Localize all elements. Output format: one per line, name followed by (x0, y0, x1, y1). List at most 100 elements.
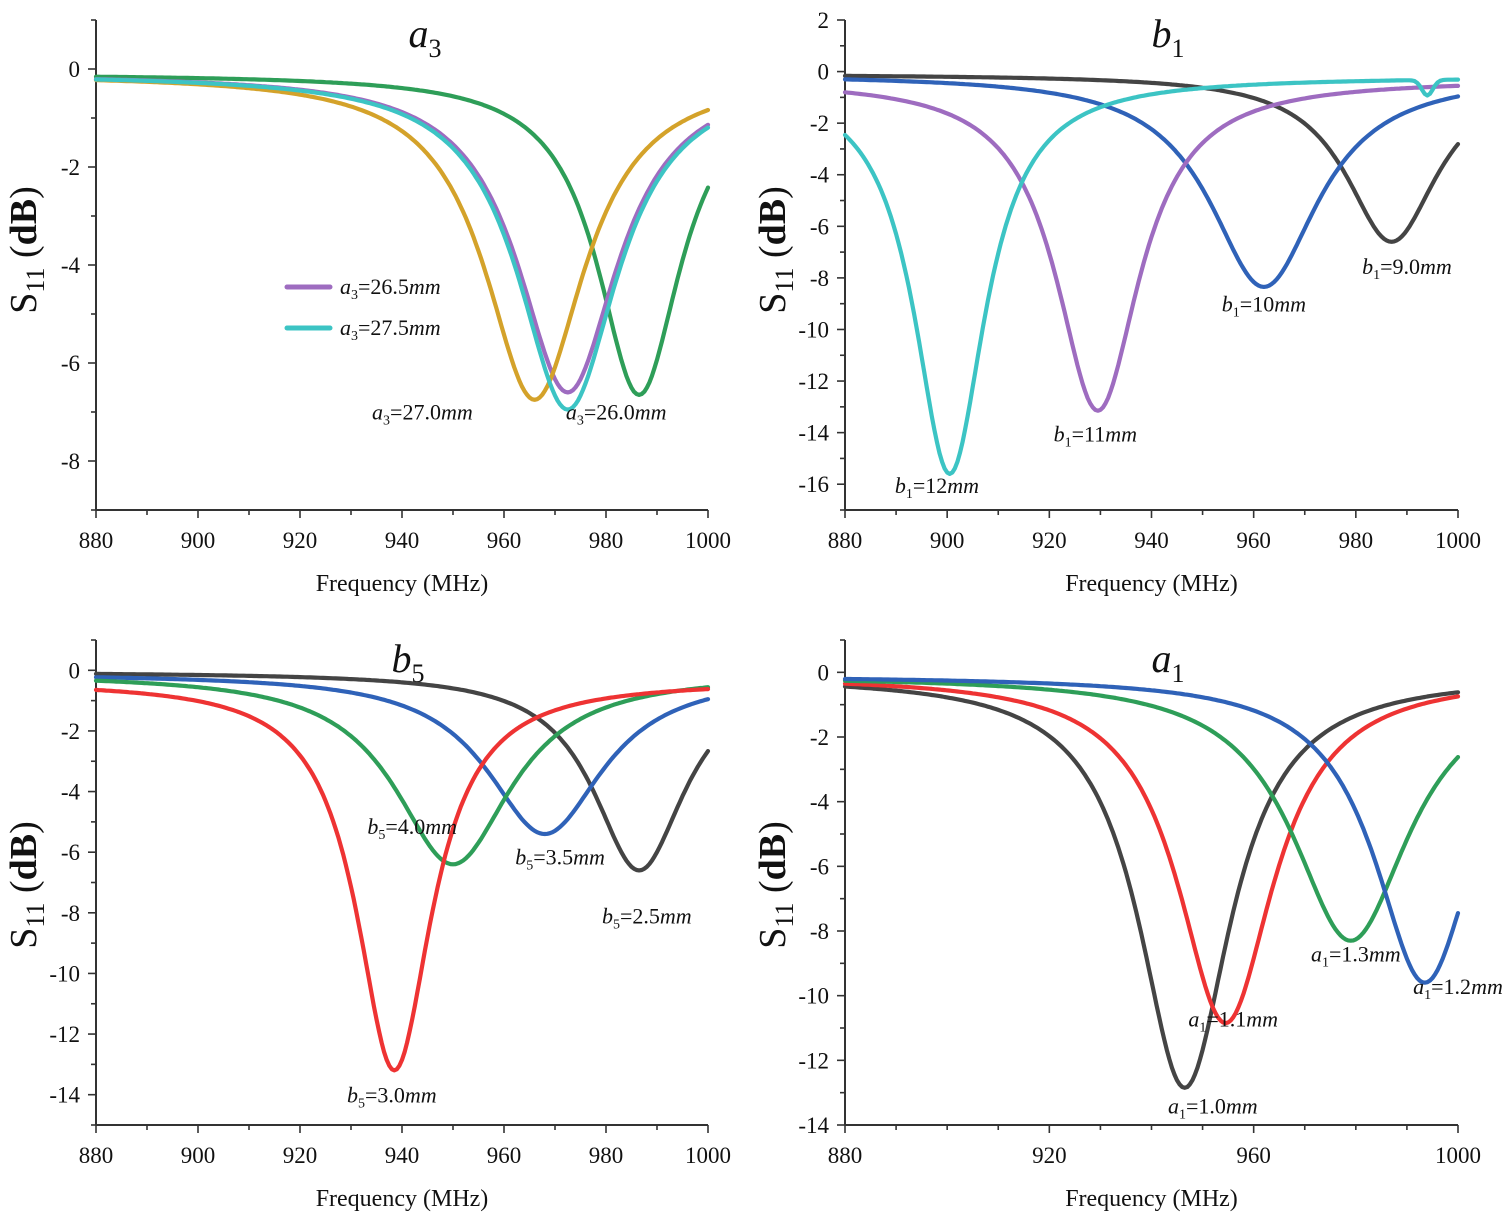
series-line-b5=4.0mm (93, 678, 711, 867)
series-line-a3=27.0mm (93, 78, 711, 402)
curve-annotation: b1=9.0mm (1362, 254, 1452, 283)
y-tick-label: -6 (810, 214, 829, 239)
x-tick-label: 900 (930, 528, 965, 553)
y-tick-label: -2 (61, 155, 80, 180)
x-tick-label: 960 (487, 1143, 522, 1168)
y-axis-label: S11 (dB) (752, 186, 799, 313)
y-tick-label: -6 (810, 854, 829, 879)
curve-annotation: b1=10mm (1222, 291, 1306, 320)
x-tick-label: 880 (828, 1143, 863, 1168)
series-line-b5=3.5mm (93, 675, 711, 837)
series-line-b1=11mm (842, 83, 1461, 413)
x-tick-label: 1000 (685, 528, 731, 553)
series-line-b1=10mm (842, 77, 1461, 289)
y-tick-label: -12 (798, 1048, 829, 1073)
series-line-b5=2.5mm (93, 671, 711, 873)
legend-label: a3=26.5mm (340, 274, 441, 303)
x-tick-label: 920 (1032, 1143, 1067, 1168)
x-tick-label: 1000 (685, 1143, 731, 1168)
series-line-b1=12mm (842, 77, 1461, 476)
y-tick-label: -2 (61, 719, 80, 744)
y-tick-label: 0 (818, 660, 830, 685)
x-tick-label: 940 (385, 1143, 420, 1168)
y-tick-label: -6 (61, 840, 80, 865)
y-tick-label: -8 (810, 919, 829, 944)
series-line-a1=1.1mm (842, 681, 1461, 1026)
curve-annotation: a1=1.2mm (1413, 974, 1503, 1003)
y-tick-label: -8 (61, 449, 80, 474)
chart-panel-a1: 880 920 960 1000 0 -2 -4 -6 -8 -10 -12 -14 Frequency… (752, 636, 1503, 1212)
series-line-a1=1.3mm (842, 678, 1461, 943)
y-tick-label: -10 (798, 317, 829, 342)
x-tick-label: 980 (1339, 528, 1374, 553)
x-tick-label: 920 (1032, 528, 1067, 553)
x-tick-label: 920 (283, 1143, 318, 1168)
chart-panel-a3: 880 900 920 940 960 980 1000 0 -2 -4 -6 -8 Frequency… (3, 11, 731, 597)
x-tick-label: 960 (1236, 528, 1271, 553)
y-tick-label: -14 (798, 421, 829, 446)
curve-annotation: a3=26.0mm (566, 399, 667, 428)
y-tick-label: -4 (61, 253, 81, 278)
x-axis-label: Frequency (MHz) (316, 1186, 489, 1212)
x-tick-label: 1000 (1435, 528, 1481, 553)
y-tick-label: -16 (798, 472, 829, 497)
curve-annotation: b5=3.5mm (515, 844, 605, 873)
series-line-a1=1.2mm (842, 676, 1461, 985)
curve-annotation: a1=1.0mm (1168, 1094, 1258, 1123)
y-tick-label: 0 (69, 57, 81, 82)
curve-annotation: a3=27.0mm (372, 399, 473, 428)
x-tick-label: 980 (589, 1143, 624, 1168)
y-tick-label: -12 (798, 369, 829, 394)
x-tick-label: 880 (79, 528, 114, 553)
y-axis-label: S11 (dB) (3, 186, 50, 313)
x-axis-label: Frequency (MHz) (1065, 1186, 1238, 1212)
series-line-b1=9.0mm (842, 73, 1461, 244)
x-tick-label: 960 (487, 528, 522, 553)
x-axis-label: Frequency (MHz) (1065, 571, 1238, 597)
y-tick-label: -8 (810, 266, 829, 291)
y-tick-label: -10 (798, 984, 829, 1009)
curve-annotation: a1=1.3mm (1311, 942, 1401, 971)
y-tick-label: 2 (818, 8, 830, 33)
y-tick-label: -4 (810, 163, 830, 188)
x-axis-label: Frequency (MHz) (316, 571, 489, 597)
series-line-b5=3.0mm (93, 687, 711, 1073)
chart-title: b1 (1152, 11, 1185, 63)
y-tick-label: -2 (810, 111, 829, 136)
x-tick-label: 880 (79, 1143, 114, 1168)
x-tick-label: 920 (283, 528, 318, 553)
y-tick-label: 0 (818, 60, 830, 85)
x-tick-label: 1000 (1435, 1143, 1481, 1168)
series-line-a3=27.5mm (93, 77, 711, 412)
curve-annotation: b1=12mm (895, 473, 979, 502)
y-tick-label: 0 (69, 658, 81, 683)
y-tick-label: -14 (49, 1083, 80, 1108)
x-tick-label: 940 (385, 528, 420, 553)
y-tick-label: -2 (810, 725, 829, 750)
y-tick-label: -10 (49, 961, 80, 986)
x-tick-label: 980 (589, 528, 624, 553)
x-tick-label: 940 (1134, 528, 1169, 553)
chart-title: b5 (392, 636, 425, 688)
curve-annotation: b5=3.0mm (347, 1082, 437, 1111)
y-tick-label: -4 (810, 790, 830, 815)
y-tick-label: -14 (798, 1113, 829, 1138)
chart-panel-b5: 880 900 920 940 960 980 1000 0 -2 -4 -6 -8 -10 -12 -14… (3, 636, 731, 1212)
y-axis-label: S11 (dB) (3, 821, 50, 948)
y-tick-label: -8 (61, 901, 80, 926)
curve-annotation: b1=11mm (1054, 422, 1137, 451)
series-line-a1=1.0mm (842, 684, 1461, 1090)
y-tick-label: -4 (61, 780, 81, 805)
series-line-a3=26.0mm (93, 74, 711, 397)
curve-annotation: b5=2.5mm (602, 903, 692, 932)
x-tick-label: 900 (181, 528, 216, 553)
chart-panel-b1: 880 900 920 940 960 980 1000 2 0 -2 -4 -6 -8 -10 -12 -1… (752, 8, 1481, 597)
legend-label: a3=27.5mm (340, 315, 441, 344)
chart-title: a1 (1152, 636, 1185, 688)
y-axis-label: S11 (dB) (752, 821, 799, 948)
chart-title: a3 (409, 11, 442, 63)
x-tick-label: 960 (1236, 1143, 1271, 1168)
curve-annotation: a1=1.1mm (1188, 1006, 1278, 1035)
curve-annotation: b5=4.0mm (367, 814, 457, 843)
